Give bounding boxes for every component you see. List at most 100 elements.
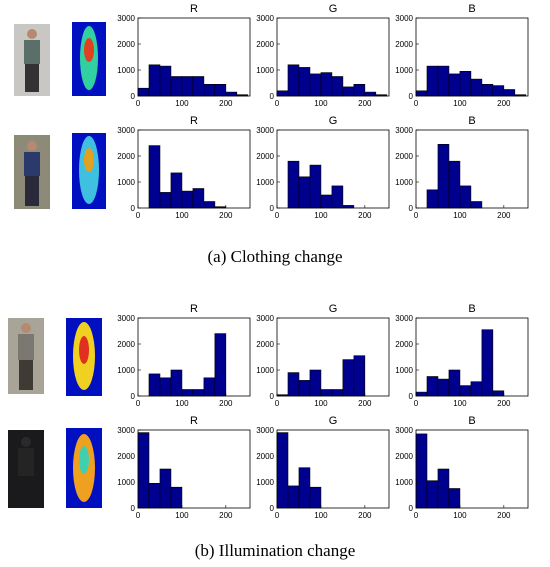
body-part-map (66, 428, 102, 508)
axes-box (276, 17, 390, 97)
bar (448, 488, 461, 509)
bar (276, 432, 289, 509)
bar (353, 84, 366, 97)
bar (203, 84, 216, 97)
bar (309, 369, 322, 397)
chart-title: B (468, 3, 475, 15)
x-tick-label: 0 (136, 511, 141, 520)
bar (459, 185, 472, 209)
bar (214, 84, 227, 97)
x-tick-label: 100 (453, 511, 467, 520)
body-part-map (72, 133, 106, 209)
bar (148, 373, 161, 397)
bar (415, 433, 428, 509)
bar (426, 189, 439, 209)
x-tick-label: 100 (453, 99, 467, 108)
bar (437, 468, 450, 509)
bar (287, 160, 300, 209)
person-photo (14, 135, 50, 209)
x-tick-label: 100 (175, 99, 189, 108)
x-tick-label: 0 (275, 399, 280, 408)
bar (481, 84, 494, 97)
bar (331, 76, 344, 97)
y-tick-label: 0 (131, 204, 136, 213)
axes-box (276, 129, 390, 209)
y-tick-label: 0 (409, 92, 414, 101)
y-tick-label: 2000 (256, 40, 274, 49)
y-tick-label: 0 (270, 504, 275, 513)
bar (342, 86, 355, 97)
x-tick-label: 0 (414, 99, 419, 108)
x-tick-label: 0 (136, 99, 141, 108)
x-tick-label: 200 (358, 511, 372, 520)
y-tick-label: 2000 (256, 340, 274, 349)
y-tick-label: 3000 (395, 126, 413, 135)
y-tick-label: 2000 (395, 40, 413, 49)
y-tick-label: 0 (409, 392, 414, 401)
bar (170, 486, 183, 509)
bar (298, 467, 311, 509)
bar (364, 91, 377, 97)
bar (225, 91, 238, 97)
y-tick-label: 1000 (395, 178, 413, 187)
person-photo (8, 430, 44, 508)
x-tick-label: 0 (275, 211, 280, 220)
bar (309, 164, 322, 209)
bar (459, 385, 472, 397)
y-tick-label: 1000 (256, 478, 274, 487)
bar (448, 73, 461, 97)
x-tick-label: 100 (314, 99, 328, 108)
axes-box (137, 317, 251, 397)
chart-title: G (329, 303, 338, 315)
y-tick-label: 0 (131, 392, 136, 401)
axes-box (415, 17, 529, 97)
bar (470, 381, 483, 397)
x-tick-label: 200 (219, 399, 233, 408)
person-photo (14, 24, 50, 96)
y-tick-label: 1000 (395, 366, 413, 375)
x-tick-label: 200 (219, 511, 233, 520)
y-tick-label: 3000 (395, 314, 413, 323)
x-tick-label: 100 (314, 511, 328, 520)
bar (148, 64, 161, 97)
bar (181, 389, 194, 397)
y-tick-label: 1000 (395, 478, 413, 487)
bar (181, 190, 194, 209)
x-tick-label: 100 (175, 399, 189, 408)
y-tick-label: 1000 (117, 478, 135, 487)
body-part-map (66, 318, 102, 396)
x-tick-label: 100 (175, 211, 189, 220)
x-tick-label: 100 (453, 211, 467, 220)
y-tick-label: 0 (270, 204, 275, 213)
bar (159, 377, 172, 397)
chart-title: B (468, 415, 475, 427)
bar (320, 194, 333, 209)
y-tick-label: 0 (409, 204, 414, 213)
x-tick-label: 200 (497, 211, 511, 220)
y-tick-label: 2000 (117, 452, 135, 461)
y-tick-label: 2000 (395, 152, 413, 161)
bar (481, 329, 494, 397)
bar (287, 372, 300, 397)
bar (331, 389, 344, 397)
axes-box (137, 129, 251, 209)
x-tick-label: 100 (175, 511, 189, 520)
bar (148, 145, 161, 209)
y-tick-label: 3000 (395, 14, 413, 23)
y-tick-label: 0 (409, 504, 414, 513)
y-tick-label: 1000 (117, 66, 135, 75)
axes-box (137, 429, 251, 509)
x-tick-label: 200 (219, 211, 233, 220)
y-tick-label: 1000 (395, 66, 413, 75)
y-tick-label: 3000 (256, 426, 274, 435)
chart-title: G (329, 3, 338, 15)
y-tick-label: 1000 (117, 366, 135, 375)
x-tick-label: 200 (358, 211, 372, 220)
y-tick-label: 3000 (256, 126, 274, 135)
bar (426, 480, 439, 509)
x-tick-label: 200 (219, 99, 233, 108)
chart-title: G (329, 115, 338, 127)
bar (137, 432, 150, 509)
x-tick-label: 200 (497, 399, 511, 408)
body-part-map (72, 22, 106, 96)
